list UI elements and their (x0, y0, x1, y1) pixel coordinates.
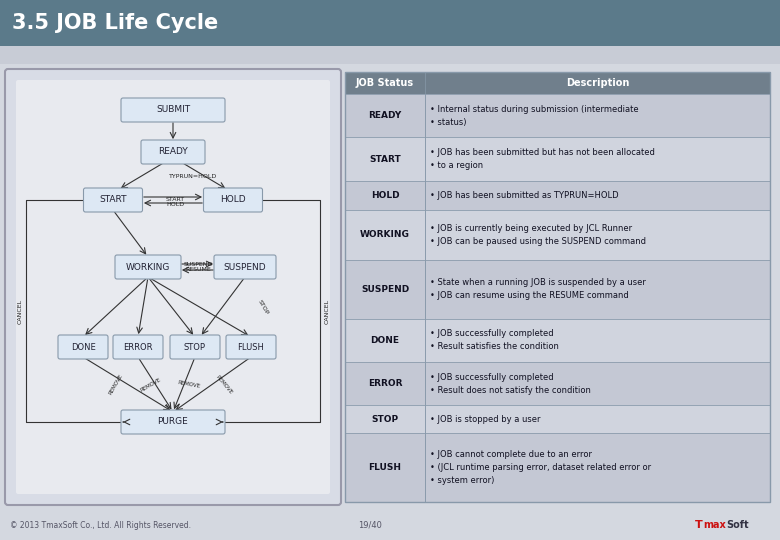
Text: • JOB can be paused using the SUSPEND command: • JOB can be paused using the SUSPEND co… (430, 237, 646, 246)
Text: STOP: STOP (184, 342, 206, 352)
FancyBboxPatch shape (345, 94, 425, 137)
Text: START
HOLD: START HOLD (165, 197, 185, 207)
Text: DONE: DONE (71, 342, 95, 352)
Text: • to a region: • to a region (430, 161, 483, 170)
FancyBboxPatch shape (425, 362, 770, 406)
FancyBboxPatch shape (345, 406, 425, 433)
FancyBboxPatch shape (425, 181, 770, 210)
Text: • JOB can resume using the RESUME command: • JOB can resume using the RESUME comman… (430, 291, 629, 300)
FancyBboxPatch shape (345, 72, 770, 94)
FancyBboxPatch shape (121, 98, 225, 122)
Text: • (JCL runtime parsing error, dataset related error or: • (JCL runtime parsing error, dataset re… (430, 463, 651, 472)
FancyBboxPatch shape (115, 255, 181, 279)
Text: FLUSH: FLUSH (368, 463, 402, 472)
FancyBboxPatch shape (226, 335, 276, 359)
Text: • JOB has been submitted but has not been allocated: • JOB has been submitted but has not bee… (430, 148, 655, 157)
Text: STOP: STOP (371, 415, 399, 424)
Text: • JOB cannot complete due to an error: • JOB cannot complete due to an error (430, 450, 592, 459)
Text: START: START (99, 195, 126, 205)
FancyBboxPatch shape (16, 80, 330, 494)
Text: DONE: DONE (370, 336, 399, 345)
Text: • JOB has been submitted as TYPRUN=HOLD: • JOB has been submitted as TYPRUN=HOLD (430, 191, 619, 200)
Text: WORKING: WORKING (360, 231, 410, 239)
Text: JOB Status: JOB Status (356, 78, 414, 88)
Text: FLUSH: FLUSH (238, 342, 264, 352)
FancyBboxPatch shape (58, 335, 108, 359)
Text: HOLD: HOLD (370, 191, 399, 200)
FancyBboxPatch shape (214, 255, 276, 279)
Text: START: START (369, 154, 401, 164)
FancyBboxPatch shape (345, 137, 425, 181)
FancyBboxPatch shape (141, 140, 205, 164)
FancyBboxPatch shape (425, 137, 770, 181)
FancyBboxPatch shape (345, 319, 425, 362)
FancyBboxPatch shape (204, 188, 263, 212)
FancyBboxPatch shape (113, 335, 163, 359)
Text: • JOB successfully completed: • JOB successfully completed (430, 329, 554, 339)
Text: STOP: STOP (257, 299, 269, 315)
Text: CANCEL: CANCEL (324, 299, 329, 323)
Text: READY: READY (158, 147, 188, 157)
Text: max: max (703, 520, 725, 530)
FancyBboxPatch shape (425, 260, 770, 319)
Text: READY: READY (368, 111, 402, 120)
Text: Description: Description (566, 78, 629, 88)
Text: HOLD: HOLD (220, 195, 246, 205)
FancyBboxPatch shape (0, 510, 780, 540)
Text: 19/40: 19/40 (358, 521, 382, 530)
Text: SUBMIT: SUBMIT (156, 105, 190, 114)
FancyBboxPatch shape (0, 46, 780, 64)
Text: • JOB is currently being executed by JCL Runner: • JOB is currently being executed by JCL… (430, 224, 632, 233)
FancyBboxPatch shape (345, 181, 425, 210)
FancyBboxPatch shape (345, 433, 425, 502)
Text: • Internal status during submission (intermediate: • Internal status during submission (int… (430, 105, 639, 114)
FancyBboxPatch shape (170, 335, 220, 359)
FancyBboxPatch shape (345, 362, 425, 406)
Text: • JOB is stopped by a user: • JOB is stopped by a user (430, 415, 541, 424)
FancyBboxPatch shape (0, 0, 780, 46)
Text: • status): • status) (430, 118, 466, 127)
Text: • State when a running JOB is suspended by a user: • State when a running JOB is suspended … (430, 278, 646, 287)
FancyBboxPatch shape (425, 319, 770, 362)
FancyBboxPatch shape (121, 410, 225, 434)
Text: REMOVE: REMOVE (108, 373, 124, 396)
Text: T: T (695, 520, 703, 530)
Text: REMOVE: REMOVE (215, 374, 233, 395)
Text: ERROR: ERROR (123, 342, 153, 352)
Text: REMOVE: REMOVE (140, 376, 161, 393)
Text: SUSPEND
RESUME: SUSPEND RESUME (183, 261, 213, 272)
Text: 3.5 JOB Life Cycle: 3.5 JOB Life Cycle (12, 13, 218, 33)
Text: SUSPEND: SUSPEND (224, 262, 266, 272)
FancyBboxPatch shape (425, 406, 770, 433)
FancyBboxPatch shape (5, 69, 341, 505)
FancyBboxPatch shape (425, 94, 770, 137)
Text: PURGE: PURGE (158, 417, 189, 427)
Text: • Result satisfies the condition: • Result satisfies the condition (430, 342, 559, 352)
Text: © 2013 TmaxSoft Co., Ltd. All Rights Reserved.: © 2013 TmaxSoft Co., Ltd. All Rights Res… (10, 521, 191, 530)
Text: Soft: Soft (726, 520, 749, 530)
FancyBboxPatch shape (425, 433, 770, 502)
Text: SUSPEND: SUSPEND (361, 285, 410, 294)
Text: REMOVE: REMOVE (177, 380, 200, 389)
Text: TYPRUN=HOLD: TYPRUN=HOLD (169, 173, 217, 179)
FancyBboxPatch shape (425, 210, 770, 260)
Text: • Result does not satisfy the condition: • Result does not satisfy the condition (430, 386, 591, 395)
FancyBboxPatch shape (83, 188, 143, 212)
FancyBboxPatch shape (345, 260, 425, 319)
Text: ERROR: ERROR (367, 379, 402, 388)
Text: • system error): • system error) (430, 476, 495, 485)
Text: CANCEL: CANCEL (17, 299, 23, 323)
Text: WORKING: WORKING (126, 262, 170, 272)
FancyBboxPatch shape (345, 210, 425, 260)
Text: • JOB successfully completed: • JOB successfully completed (430, 373, 554, 382)
